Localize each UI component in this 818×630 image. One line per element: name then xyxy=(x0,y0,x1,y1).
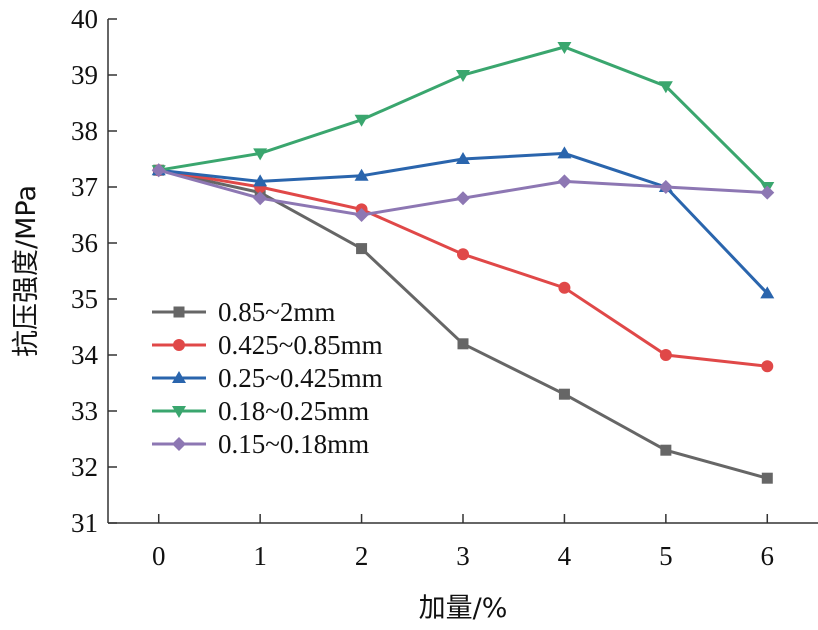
legend-label: 0.85~2mm xyxy=(218,297,335,327)
data-point xyxy=(557,174,572,189)
data-point xyxy=(354,208,369,222)
data-point xyxy=(659,349,672,361)
data-point xyxy=(557,42,572,54)
series-3 xyxy=(151,146,775,299)
y-tick-label: 40 xyxy=(71,4,98,34)
legend-label: 0.425~0.85mm xyxy=(218,330,383,360)
data-point xyxy=(253,191,268,206)
data-point xyxy=(456,70,470,82)
chart-axes xyxy=(107,19,818,524)
legend-marker xyxy=(172,406,186,418)
y-axis-title: 抗压强度/MPa xyxy=(11,185,42,357)
legend-item: 0.425~0.85mm xyxy=(152,330,383,360)
series-5 xyxy=(151,163,775,222)
legend-item: 0.25~0.425mm xyxy=(152,363,383,393)
x-tick-label: 6 xyxy=(761,541,775,571)
legend-marker xyxy=(172,371,186,383)
data-point xyxy=(761,472,773,484)
x-tick-label: 0 xyxy=(152,541,166,571)
data-point xyxy=(658,81,673,94)
data-point xyxy=(558,388,570,400)
y-tick-label: 36 xyxy=(71,228,98,258)
legend-label: 0.25~0.425mm xyxy=(218,363,383,393)
data-point xyxy=(760,185,775,200)
data-point xyxy=(253,148,268,161)
y-tick-label: 34 xyxy=(71,340,99,370)
data-point xyxy=(354,114,369,127)
y-ticks: 31 32 33 34 35 36 37 38 39 40 xyxy=(71,4,117,538)
x-tick-label: 2 xyxy=(355,541,369,571)
x-tick-label: 5 xyxy=(659,541,673,571)
x-tick-label: 4 xyxy=(558,541,572,571)
y-tick-label: 37 xyxy=(71,172,98,202)
y-tick-label: 38 xyxy=(71,116,98,146)
data-point xyxy=(660,444,672,456)
legend: 0.85~2mm0.425~0.85mm0.25~0.425mm0.18~0.2… xyxy=(152,297,383,459)
legend-item: 0.18~0.25mm xyxy=(152,396,369,426)
legend-item: 0.85~2mm xyxy=(152,297,335,327)
x-ticks: 0 1 2 3 4 5 6 xyxy=(152,514,774,571)
legend-label: 0.18~0.25mm xyxy=(218,396,369,426)
series-line xyxy=(158,151,769,295)
data-point xyxy=(457,248,469,261)
x-axis-title: 加量/% xyxy=(419,593,508,624)
data-point xyxy=(354,168,369,181)
y-tick-label: 35 xyxy=(71,284,98,314)
y-tick-label: 33 xyxy=(71,396,98,426)
data-point xyxy=(658,180,673,194)
series-2 xyxy=(152,164,774,373)
y-tick-label: 31 xyxy=(71,508,98,538)
legend-marker xyxy=(173,339,185,351)
series-layer xyxy=(151,42,775,484)
data-point xyxy=(760,286,775,299)
legend-marker xyxy=(173,306,185,318)
legend-marker xyxy=(172,437,186,451)
data-point xyxy=(253,174,268,187)
data-point xyxy=(456,152,470,164)
data-point xyxy=(761,360,774,373)
data-point xyxy=(457,338,469,350)
data-point xyxy=(356,243,368,255)
data-point xyxy=(557,146,572,159)
legend-item: 0.15~0.18mm xyxy=(152,429,369,459)
y-tick-label: 39 xyxy=(71,60,98,90)
data-point xyxy=(558,281,571,294)
x-tick-label: 1 xyxy=(253,541,267,571)
series-line xyxy=(158,45,769,189)
data-point xyxy=(456,191,470,206)
series-4 xyxy=(151,42,775,194)
x-tick-label: 3 xyxy=(456,541,470,571)
legend-label: 0.15~0.18mm xyxy=(218,429,369,459)
y-tick-label: 32 xyxy=(71,452,98,482)
data-point xyxy=(151,163,166,178)
